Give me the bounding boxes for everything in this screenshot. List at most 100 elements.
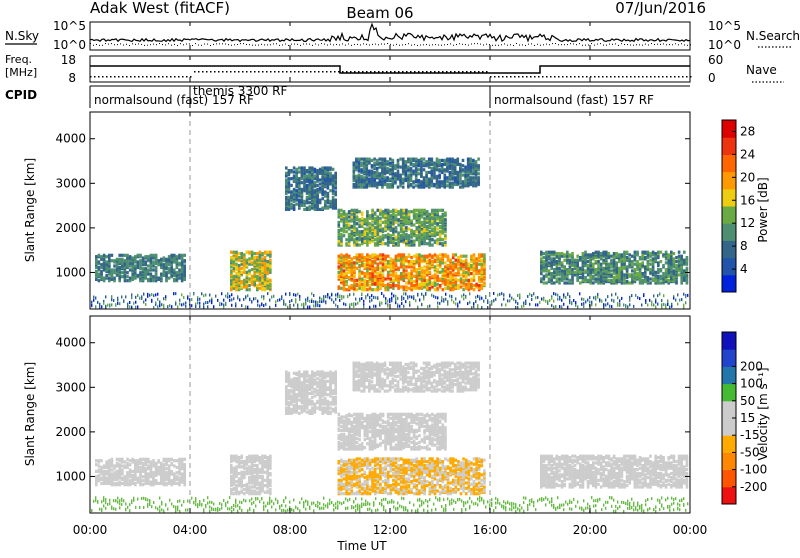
- ground-scatter-cell: [317, 301, 318, 304]
- heatmap-cell: [369, 214, 372, 217]
- ground-scatter-cell: [523, 302, 524, 305]
- heatmap-cell: [121, 254, 124, 257]
- ground-scatter-cell: [421, 303, 422, 306]
- heatmap-cell: [665, 251, 668, 254]
- nave-dot: [686, 76, 688, 78]
- ground-scatter-cell: [173, 292, 174, 295]
- heatmap-cell: [139, 271, 142, 274]
- ground-scatter-cell: [245, 295, 246, 298]
- freq-trace: [90, 66, 692, 78]
- heatmap-cell: [683, 259, 686, 262]
- nave-dot: [586, 76, 588, 78]
- ground-scatter-cell: [405, 293, 406, 296]
- heatmap-cell: [361, 283, 364, 286]
- heatmap-cell: [460, 273, 463, 276]
- heatmap-cell: [436, 238, 439, 241]
- heatmap-cell: [126, 254, 129, 257]
- nave-dot: [566, 76, 568, 78]
- ground-scatter-cell: [221, 292, 222, 295]
- nave-dot: [482, 71, 484, 73]
- heatmap-cell: [95, 270, 98, 273]
- heatmap-cell: [423, 269, 426, 272]
- ground-scatter-cell: [521, 305, 522, 308]
- heatmap-cell: [454, 176, 457, 179]
- heatmap-cell: [657, 268, 660, 271]
- heatmap-cell: [251, 275, 254, 278]
- heatmap-cell: [423, 176, 426, 179]
- nave-dot: [362, 71, 364, 73]
- ground-scatter-cell: [175, 303, 176, 306]
- heatmap-cell: [152, 275, 155, 278]
- heatmap-cell: [256, 275, 259, 278]
- heatmap-cell: [481, 259, 484, 262]
- ground-scatter-cell: [669, 306, 670, 309]
- nave-dot: [242, 71, 244, 73]
- heatmap-cell: [574, 259, 577, 262]
- heatmap-cell: [343, 255, 346, 258]
- heatmap-cell: [358, 230, 361, 233]
- heatmap-cell: [353, 209, 356, 212]
- heatmap-cell: [413, 223, 416, 226]
- ground-scatter-cell: [659, 293, 660, 296]
- heatmap-cell: [338, 209, 341, 212]
- nave-dot: [246, 71, 248, 73]
- heatmap-cell: [618, 267, 621, 270]
- heatmap-cell: [100, 270, 103, 273]
- ground-scatter-cell: [441, 296, 442, 299]
- heatmap-cell: [155, 266, 158, 269]
- freq-label-1: Freq.: [5, 53, 32, 66]
- heatmap-cell: [556, 260, 559, 263]
- heatmap-cell: [399, 166, 402, 169]
- nave-dot: [582, 76, 584, 78]
- nave-dot: [558, 76, 560, 78]
- ground-scatter-cell: [307, 297, 308, 300]
- heatmap-cell: [251, 261, 254, 264]
- heatmap-cell: [686, 267, 689, 270]
- heatmap-cell: [334, 199, 337, 202]
- ground-scatter-cell: [343, 295, 344, 298]
- heatmap-cell: [351, 225, 354, 228]
- heatmap-cell: [592, 281, 595, 284]
- nave-dot: [226, 71, 228, 73]
- nave-dot: [110, 76, 112, 78]
- heatmap-cell: [662, 272, 665, 275]
- y-tick-label: 2000: [55, 221, 86, 235]
- ground-scatter-cell: [421, 293, 422, 296]
- cpid-segment-3: normalsound (fast) 157 RF: [494, 93, 654, 107]
- heatmap-cell: [592, 252, 595, 255]
- heatmap-cell: [595, 260, 598, 263]
- heatmap-cell: [460, 259, 463, 262]
- ground-scatter-cell: [223, 304, 224, 307]
- nsearch-dot: [561, 44, 562, 45]
- ground-scatter-cell: [117, 302, 118, 305]
- heatmap-cell: [613, 276, 616, 279]
- ground-scatter-cell: [397, 297, 398, 300]
- y-tick-label: 1000: [55, 265, 86, 279]
- heatmap-cell: [421, 209, 424, 212]
- nsearch-dot: [612, 44, 613, 45]
- nave-dot: [258, 71, 260, 73]
- heatmap-cell: [436, 264, 439, 267]
- heatmap-cell: [319, 199, 322, 202]
- heatmap-cell: [412, 170, 415, 173]
- nave-dot: [326, 71, 328, 73]
- heatmap-cell: [410, 229, 413, 232]
- heatmap-cell: [550, 257, 553, 260]
- ground-scatter-cell: [237, 297, 238, 300]
- heatmap-cell: [444, 168, 447, 171]
- ground-scatter-cell: [391, 299, 392, 302]
- heatmap-cell: [306, 184, 309, 187]
- heatmap-cell: [382, 273, 385, 276]
- ground-scatter-cell: [167, 305, 168, 308]
- heatmap-cell: [418, 271, 421, 274]
- heatmap-cell: [170, 254, 173, 257]
- heatmap-cell: [377, 215, 380, 218]
- heatmap-cell: [243, 279, 246, 282]
- heatmap-cell: [608, 279, 611, 282]
- heatmap-cell: [345, 280, 348, 283]
- heatmap-cell: [431, 255, 434, 258]
- ground-scatter-cell: [269, 299, 270, 302]
- heatmap-cell: [405, 281, 408, 284]
- heatmap-cell: [462, 159, 465, 162]
- nsearch-dot: [651, 43, 652, 44]
